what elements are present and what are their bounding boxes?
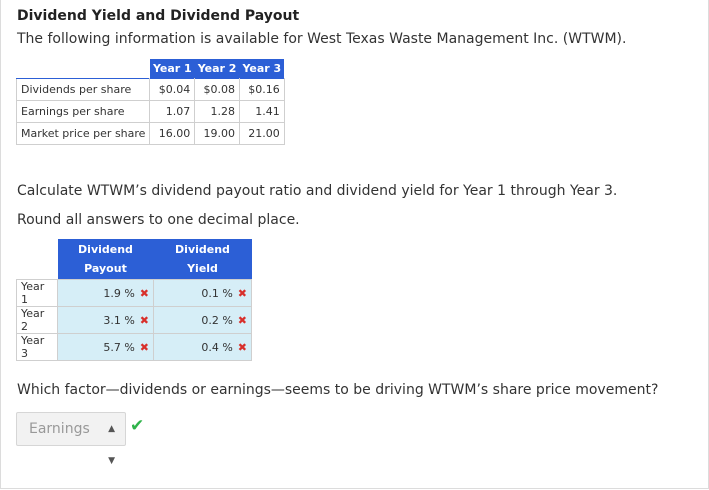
close-icon: ✖ bbox=[139, 340, 149, 354]
close-icon: ✖ bbox=[237, 340, 247, 354]
table-row: Dividends per share $0.04 $0.08 $0.16 bbox=[15, 78, 285, 101]
input-value: 3.1 bbox=[103, 313, 121, 327]
header-line: Payout bbox=[84, 262, 127, 275]
rounding-note: Round all answers to one decimal place. bbox=[17, 212, 300, 228]
payout-input[interactable]: 1.9 % ✖ bbox=[57, 279, 154, 307]
row-label: Dividends per share bbox=[15, 78, 151, 101]
header-dividend-payout: Dividend Payout bbox=[57, 239, 154, 280]
info-header-year2: Year 2 bbox=[194, 59, 240, 79]
header-line: Dividend bbox=[78, 243, 133, 256]
close-icon: ✖ bbox=[139, 313, 149, 327]
instruction-text: Calculate WTWM’s dividend payout ratio a… bbox=[17, 183, 618, 199]
table-row: Market price per share 16.00 19.00 21.00 bbox=[15, 122, 285, 145]
info-header-year1: Year 1 bbox=[149, 59, 195, 79]
factor-dropdown[interactable]: Earnings ▲ ▼ bbox=[16, 412, 126, 466]
cell-value: 1.28 bbox=[194, 100, 240, 123]
close-icon: ✖ bbox=[139, 286, 149, 300]
sort-arrows-icon: ▲ ▼ bbox=[108, 424, 115, 466]
intro-text: The following information is available f… bbox=[17, 31, 627, 47]
info-table-header: Year 1 Year 2 Year 3 bbox=[16, 59, 285, 79]
percent-sign: % bbox=[222, 340, 233, 354]
row-label: Year 2 bbox=[16, 306, 58, 334]
table-row: Earnings per share 1.07 1.28 1.41 bbox=[15, 100, 285, 123]
cell-value: 21.00 bbox=[238, 122, 285, 145]
answer-header-blank bbox=[16, 239, 58, 280]
input-value: 1.9 bbox=[103, 286, 121, 300]
cell-value: 16.00 bbox=[149, 122, 196, 145]
info-table: Year 1 Year 2 Year 3 Dividends per share… bbox=[15, 59, 285, 145]
row-label: Year 3 bbox=[16, 333, 58, 361]
header-line: Dividend bbox=[175, 243, 230, 256]
info-header-year3: Year 3 bbox=[239, 59, 285, 79]
percent-sign: % bbox=[222, 313, 233, 327]
close-icon: ✖ bbox=[237, 286, 247, 300]
yield-input[interactable]: 0.1 % ✖ bbox=[153, 279, 252, 307]
payout-input[interactable]: 5.7 % ✖ bbox=[57, 333, 154, 361]
percent-sign: % bbox=[124, 313, 135, 327]
checkmark-icon: ✔ bbox=[130, 416, 145, 436]
percent-sign: % bbox=[124, 286, 135, 300]
percent-sign: % bbox=[124, 340, 135, 354]
table-row: Year 3 5.7 % ✖ 0.4 % ✖ bbox=[16, 333, 252, 361]
question-text: Which factor—dividends or earnings—seems… bbox=[17, 382, 659, 398]
payout-input[interactable]: 3.1 % ✖ bbox=[57, 306, 154, 334]
input-value: 5.7 bbox=[103, 340, 121, 354]
info-header-blank bbox=[16, 59, 150, 79]
row-label: Market price per share bbox=[15, 122, 151, 145]
header-dividend-yield: Dividend Yield bbox=[153, 239, 252, 280]
table-row: Year 2 3.1 % ✖ 0.2 % ✖ bbox=[16, 306, 252, 334]
cell-value: 1.41 bbox=[238, 100, 285, 123]
cell-value: $0.04 bbox=[149, 78, 196, 101]
answer-table-header: Dividend Payout Dividend Yield bbox=[16, 239, 252, 280]
yield-input[interactable]: 0.4 % ✖ bbox=[153, 333, 252, 361]
yield-input[interactable]: 0.2 % ✖ bbox=[153, 306, 252, 334]
close-icon: ✖ bbox=[237, 313, 247, 327]
cell-value: $0.08 bbox=[194, 78, 240, 101]
table-row: Year 1 1.9 % ✖ 0.1 % ✖ bbox=[16, 279, 252, 307]
page-title: Dividend Yield and Dividend Payout bbox=[17, 8, 300, 24]
answer-table: Dividend Payout Dividend Yield Year 1 1.… bbox=[16, 239, 252, 361]
input-value: 0.4 bbox=[201, 340, 219, 354]
row-label: Year 1 bbox=[16, 279, 58, 307]
cell-value: 19.00 bbox=[194, 122, 240, 145]
input-value: 0.1 bbox=[201, 286, 219, 300]
input-value: 0.2 bbox=[201, 313, 219, 327]
dropdown-selected-value: Earnings bbox=[29, 421, 90, 437]
header-line: Yield bbox=[187, 262, 218, 275]
cell-value: 1.07 bbox=[149, 100, 196, 123]
percent-sign: % bbox=[222, 286, 233, 300]
cell-value: $0.16 bbox=[238, 78, 285, 101]
row-label: Earnings per share bbox=[15, 100, 151, 123]
